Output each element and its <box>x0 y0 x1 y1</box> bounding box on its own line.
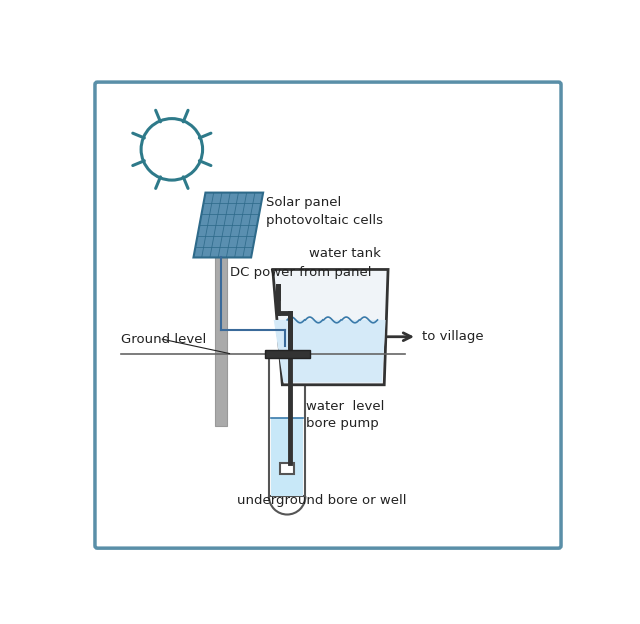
Text: Solar panel
photovoltaic cells: Solar panel photovoltaic cells <box>266 197 383 227</box>
Bar <box>280 463 294 474</box>
Polygon shape <box>274 320 386 383</box>
Text: bore pump: bore pump <box>307 417 379 430</box>
Text: Ground level: Ground level <box>122 333 207 346</box>
Text: water  level: water level <box>307 400 385 413</box>
Bar <box>269 356 305 496</box>
Text: water tank: water tank <box>309 247 381 260</box>
Text: underground bore or well: underground bore or well <box>237 494 406 507</box>
Circle shape <box>147 124 197 174</box>
Bar <box>271 419 303 496</box>
Bar <box>215 248 227 426</box>
Text: to village: to village <box>422 330 483 343</box>
Bar <box>264 349 310 358</box>
FancyBboxPatch shape <box>95 82 561 548</box>
Polygon shape <box>193 193 263 258</box>
Text: DC power from panel: DC power from panel <box>230 266 371 280</box>
Polygon shape <box>273 270 388 385</box>
